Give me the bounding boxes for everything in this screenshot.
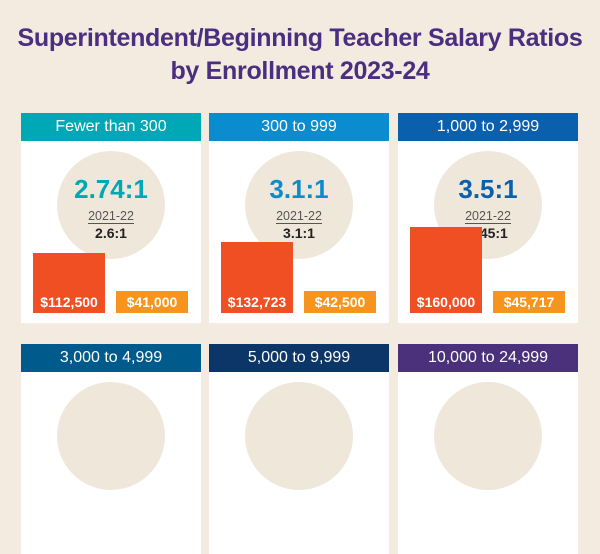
previous-year-label: 2021-22 bbox=[465, 209, 511, 224]
panel-header: Fewer than 300 bbox=[21, 113, 201, 141]
ratio-circle: 3.5:1 2021-22 3.45:1 bbox=[434, 151, 542, 259]
enrollment-panel: Fewer than 300 2.74:1 2021-22 2.6:1 $112… bbox=[21, 113, 201, 323]
superintendent-salary-bar: $160,000 bbox=[410, 227, 482, 313]
superintendent-salary-label: $160,000 bbox=[416, 294, 476, 310]
previous-ratio: 3.1:1 bbox=[283, 225, 315, 241]
ratio-circle: 2.74:1 2021-22 2.6:1 bbox=[57, 151, 165, 259]
teacher-salary-bar: $45,717 bbox=[493, 291, 565, 313]
ratio-value: 3.1:1 bbox=[269, 174, 329, 204]
panel-header: 3,000 to 4,999 bbox=[21, 344, 201, 372]
enrollment-panel: 5,000 to 9,999 bbox=[209, 344, 389, 554]
ratio-circle bbox=[434, 382, 542, 490]
previous-year-label: 2021-22 bbox=[88, 209, 134, 224]
title-line-2: by Enrollment 2023-24 bbox=[170, 57, 430, 85]
panel-header: 300 to 999 bbox=[209, 113, 389, 141]
ratio-value: 2.74:1 bbox=[74, 174, 148, 204]
panel-header: 5,000 to 9,999 bbox=[209, 344, 389, 372]
previous-ratio: 2.6:1 bbox=[95, 225, 127, 241]
panel-header: 1,000 to 2,999 bbox=[398, 113, 578, 141]
enrollment-panel: 10,000 to 24,999 bbox=[398, 344, 578, 554]
ratio-circle bbox=[245, 382, 353, 490]
enrollment-panel: 1,000 to 2,999 3.5:1 2021-22 3.45:1 $160… bbox=[398, 113, 578, 323]
enrollment-panel: 300 to 999 3.1:1 2021-22 3.1:1 $132,723 … bbox=[209, 113, 389, 323]
superintendent-salary-bar: $132,723 bbox=[221, 242, 293, 313]
teacher-salary-bar: $41,000 bbox=[116, 291, 188, 313]
previous-year-label: 2021-22 bbox=[276, 209, 322, 224]
superintendent-salary-label: $132,723 bbox=[227, 294, 287, 310]
superintendent-salary-label: $112,500 bbox=[40, 294, 98, 310]
superintendent-salary-bar: $112,500 bbox=[33, 253, 105, 313]
ratio-value: 3.5:1 bbox=[458, 174, 518, 204]
enrollment-panel: 3,000 to 4,999 bbox=[21, 344, 201, 554]
title-line-1: Superintendent/Beginning Teacher Salary … bbox=[17, 24, 583, 52]
ratio-circle bbox=[57, 382, 165, 490]
panel-header: 10,000 to 24,999 bbox=[398, 344, 578, 372]
ratio-circle: 3.1:1 2021-22 3.1:1 bbox=[245, 151, 353, 259]
teacher-salary-bar: $42,500 bbox=[304, 291, 376, 313]
infographic-title: Superintendent/Beginning Teacher Salary … bbox=[0, 22, 600, 88]
